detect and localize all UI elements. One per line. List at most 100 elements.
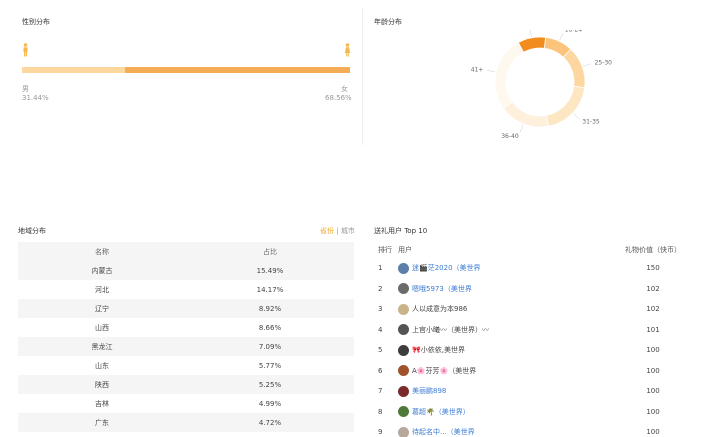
user-cell: 待起名中...（美世界 xyxy=(398,426,598,437)
region-tab-switch: 省份 | 城市 xyxy=(320,226,355,236)
table-row: 4 上官小曦〰（美世界）〰 101 xyxy=(372,320,708,341)
user-cell: 人以成意为本986 xyxy=(398,303,598,315)
avatar[interactable] xyxy=(398,365,409,377)
donut-label-line xyxy=(529,30,532,37)
user-name-link[interactable]: 葛超🌴（美世界） xyxy=(412,407,470,416)
donut-label: 41+ xyxy=(471,66,484,73)
region-percent: 7.09% xyxy=(258,342,282,351)
female-label: 女 xyxy=(341,85,348,93)
user-cell: 葛超🌴（美世界） xyxy=(398,406,598,418)
gender-bar-male-segment xyxy=(22,67,126,73)
gift-table-header: 排行 用户 礼物价值（快币） xyxy=(372,242,708,258)
male-percent: 31.44% xyxy=(22,94,49,102)
donut-label-line xyxy=(487,69,496,73)
gender-bar xyxy=(22,67,350,73)
gift-value: 102 xyxy=(646,284,660,293)
user-name-link[interactable]: 上官小曦〰（美世界）〰 xyxy=(412,325,489,334)
gift-value: 102 xyxy=(646,305,660,314)
avatar[interactable] xyxy=(398,324,409,336)
user-cell: 🎀小依依,美世界 xyxy=(398,344,598,356)
female-icon xyxy=(344,43,351,57)
region-percent: 5.77% xyxy=(258,361,282,370)
region-percent: 14.17% xyxy=(256,285,284,294)
donut-label-line xyxy=(573,113,580,120)
rank-number: 8 xyxy=(378,407,383,416)
gift-title: 送礼用户 Top 10 xyxy=(374,227,428,235)
rank-number: 7 xyxy=(378,387,383,396)
user-name-link[interactable]: 🎀小依依,美世界 xyxy=(412,346,465,355)
region-name: 河北 xyxy=(95,285,109,294)
table-row: 山东 5.77% xyxy=(18,356,354,375)
table-row: 7 美丽鹏898 100 xyxy=(372,381,708,402)
tab-city[interactable]: 城市 xyxy=(340,227,355,235)
donut-label-line xyxy=(583,63,591,67)
col-value-header: 礼物价值（快币） xyxy=(625,246,681,254)
region-table: 名称 占比 内蒙古 15.49% 河北 14.17% 辽宁 8.92% 山西 8.66% 黑龙江… xyxy=(18,242,354,432)
donut-label-line xyxy=(559,33,564,41)
region-percent: 4.99% xyxy=(258,399,282,408)
rank-number: 6 xyxy=(378,366,383,375)
gift-value: 100 xyxy=(646,387,660,396)
region-percent: 5.25% xyxy=(258,380,282,389)
col-user-header: 用户 xyxy=(398,246,412,254)
user-name-link[interactable]: 嗯哦5973（美世界 xyxy=(412,284,472,293)
rank-number: 2 xyxy=(378,284,383,293)
gift-value: 100 xyxy=(646,346,660,355)
avatar[interactable] xyxy=(398,283,409,295)
donut-slice-41+[interactable] xyxy=(494,42,525,110)
region-name: 黑龙江 xyxy=(91,342,113,351)
donut-slice-36-40[interactable] xyxy=(503,101,549,128)
avatar[interactable] xyxy=(398,262,409,274)
region-name: 辽宁 xyxy=(95,304,109,313)
donut-label: 36-40 xyxy=(501,133,519,140)
tab-separator: | xyxy=(336,227,339,235)
region-title: 地域分布 xyxy=(18,227,46,235)
user-name-link[interactable]: 迷🎬茫2020（美世界 xyxy=(412,264,481,273)
gift-value: 100 xyxy=(646,428,660,437)
region-percent: 15.49% xyxy=(256,266,284,275)
donut-slice-6-17[interactable] xyxy=(517,36,547,53)
avatar[interactable] xyxy=(398,385,409,397)
region-percent: 8.66% xyxy=(258,323,282,332)
donut-label-line xyxy=(519,124,524,133)
avatar[interactable] xyxy=(398,406,409,418)
user-cell: 上官小曦〰（美世界）〰 xyxy=(398,324,598,336)
gender-title: 性别分布 xyxy=(22,18,50,26)
table-row: 山西 8.66% xyxy=(18,318,354,337)
donut-label: 25-30 xyxy=(595,59,613,66)
col-name-header: 名称 xyxy=(95,247,109,256)
panel-divider xyxy=(362,8,363,145)
rank-number: 5 xyxy=(378,346,383,355)
donut-slice-25-30[interactable] xyxy=(562,48,586,89)
user-name-link[interactable]: 美丽鹏898 xyxy=(412,387,447,396)
region-name: 吉林 xyxy=(95,399,109,408)
avatar[interactable] xyxy=(398,426,409,437)
avatar[interactable] xyxy=(398,344,409,356)
user-name-link[interactable]: 人以成意为本986 xyxy=(412,305,468,314)
region-name: 陕西 xyxy=(95,380,109,389)
table-row: 8 葛超🌴（美世界） 100 xyxy=(372,402,708,423)
male-icon xyxy=(23,43,28,57)
rank-number: 4 xyxy=(378,325,383,334)
region-percent: 4.72% xyxy=(258,418,282,427)
user-cell: 嗯哦5973（美世界 xyxy=(398,283,598,295)
user-cell: 迷🎬茫2020（美世界 xyxy=(398,262,598,274)
table-row: 5 🎀小依依,美世界 100 xyxy=(372,340,708,361)
donut-slice-31-35[interactable] xyxy=(545,85,586,127)
region-percent: 8.92% xyxy=(258,304,282,313)
male-label: 男 xyxy=(22,85,29,93)
avatar[interactable] xyxy=(398,303,409,315)
rank-number: 1 xyxy=(378,264,383,273)
table-row: 9 待起名中...（美世界 100 xyxy=(372,422,708,437)
donut-label: 31-35 xyxy=(582,119,600,126)
col-rank-header: 排行 xyxy=(378,246,392,254)
user-name-link[interactable]: 待起名中...（美世界 xyxy=(412,428,475,437)
user-cell: 美丽鹏898 xyxy=(398,385,598,397)
table-row: 吉林 4.99% xyxy=(18,394,354,413)
user-name-link[interactable]: A🌸芬芳🌸（美世界 xyxy=(412,366,477,375)
table-row: 广东 4.72% xyxy=(18,413,354,432)
table-row: 2 嗯哦5973（美世界 102 xyxy=(372,279,708,300)
tab-province[interactable]: 省份 xyxy=(320,227,334,235)
table-row: 陕西 5.25% xyxy=(18,375,354,394)
